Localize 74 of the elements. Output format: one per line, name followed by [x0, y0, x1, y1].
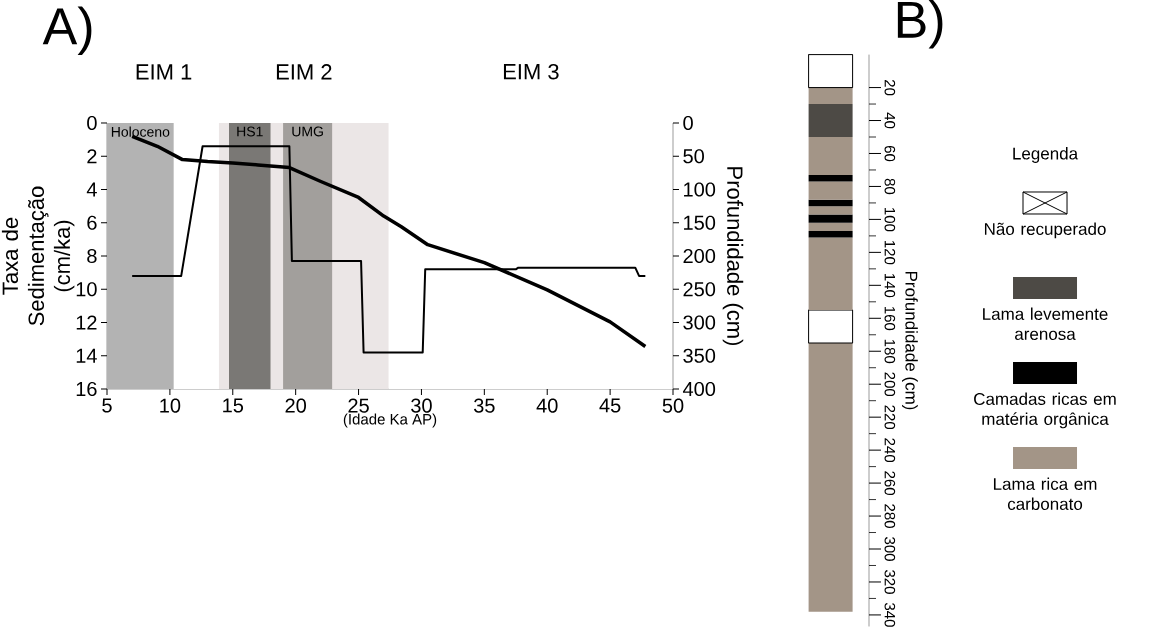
chart-title: A): [42, 6, 92, 55]
y-tick-label: 20: [884, 79, 896, 96]
y-axis-title: Taxa de Sedimentação (cm/ka): [1, 186, 75, 326]
band-label: Holoceno: [111, 126, 170, 137]
y-tick-label: 340: [884, 603, 896, 627]
y-tick-label: 80: [884, 178, 896, 195]
y-tick-label: 10: [76, 282, 97, 297]
bar: [808, 87, 853, 105]
x-axis-title: (Idade Ka AP): [343, 413, 437, 428]
y-axis-title: Profundidade (cm): [902, 272, 918, 410]
y-tick-label: 60: [884, 145, 896, 162]
y2-tick-label: 200: [683, 248, 716, 264]
x-tick-label: 35: [473, 398, 495, 413]
y-tick-label: 16: [76, 381, 97, 397]
y-tick-label: 300: [884, 537, 896, 561]
bar: [808, 230, 853, 238]
x-tick-label: 45: [599, 398, 621, 413]
legend-label: Lama rica em carbonato: [993, 477, 1097, 511]
y-tick-label: 280: [884, 504, 896, 528]
legend-label: Não recuperado: [984, 222, 1106, 239]
y-tick-label: 260: [884, 471, 896, 495]
y2-tick-label: 400: [682, 381, 716, 397]
x-tick-label: 50: [662, 398, 684, 413]
x-tick-label: 15: [223, 398, 244, 413]
bar: [808, 104, 853, 137]
y-tick-label: 6: [87, 215, 97, 230]
band-label: EIM 2: [276, 64, 332, 80]
y-tick-label: 2: [87, 149, 97, 164]
y-tick-label: 100: [884, 208, 896, 232]
y-tick-label: 14: [76, 348, 97, 363]
y-tick-label: 40: [884, 112, 896, 129]
y2-axis-title: Profundidade (cm): [722, 167, 744, 346]
bar: [808, 137, 853, 175]
y-tick-label: 220: [884, 405, 896, 430]
bar: [808, 343, 853, 612]
band-label: EIM 1: [136, 64, 192, 80]
legend-title: Legenda: [1013, 147, 1079, 163]
bar: [808, 174, 853, 182]
legend-label: Camadas ricas em matéria orgânica: [974, 392, 1116, 429]
x-tick-label: 40: [536, 398, 558, 413]
y2-tick-label: 50: [683, 149, 704, 164]
band-label: HS1: [237, 126, 263, 137]
y-tick-label: 120: [884, 240, 896, 265]
y-tick-label: 180: [884, 339, 896, 364]
x-tick-label: 25: [348, 398, 369, 413]
x-tick-label: 20: [285, 398, 307, 413]
bar: [808, 199, 853, 207]
y-tick-label: 4: [86, 182, 97, 197]
y-tick-label: 140: [884, 273, 896, 298]
y-tick-label: 320: [884, 570, 896, 594]
y2-tick-label: 100: [684, 182, 716, 197]
y-tick-label: 8: [87, 248, 97, 264]
y2-tick-label: 300: [683, 315, 716, 330]
y2-tick-label: 150: [684, 215, 716, 230]
y-tick-label: 0: [87, 115, 97, 131]
band-label: EIM 3: [503, 63, 559, 80]
bar: [808, 181, 853, 200]
x-tick-label: 10: [160, 398, 181, 413]
y-tick-label: 200: [884, 372, 896, 397]
bar: [808, 206, 853, 215]
x-tick-label: 30: [411, 398, 432, 413]
legend-label: Lama levemente arenosa: [983, 307, 1108, 341]
band-label: UMG: [292, 126, 323, 137]
bar: [808, 222, 853, 231]
y-tick-label: 160: [884, 306, 896, 331]
bar: [808, 237, 853, 311]
y2-tick-label: 0: [683, 115, 693, 131]
x-tick-label: 5: [102, 398, 112, 413]
chart-title: B): [897, 0, 943, 49]
y-tick-label: 12: [76, 315, 97, 330]
y2-tick-label: 250: [683, 282, 716, 297]
y-tick-label: 240: [884, 438, 896, 463]
bar: [808, 214, 853, 223]
y2-tick-label: 350: [683, 348, 716, 363]
